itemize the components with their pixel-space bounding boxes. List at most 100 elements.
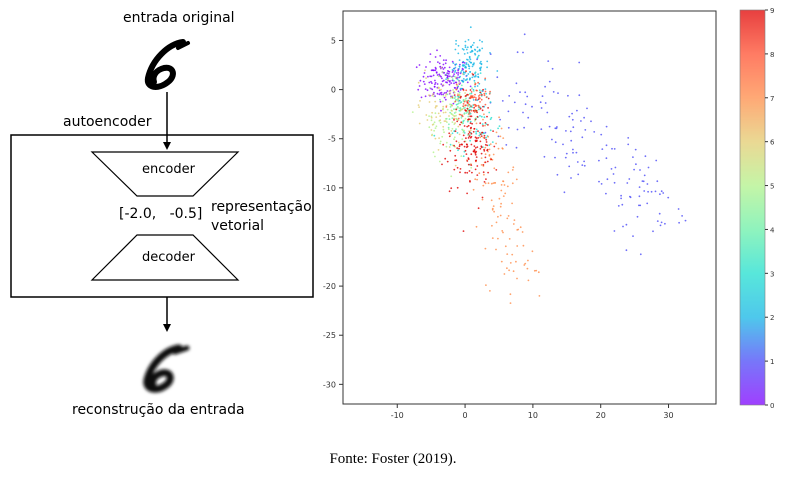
data-point (463, 140, 466, 143)
cluster-digit-1 (476, 33, 687, 256)
data-point (565, 130, 567, 132)
data-point (467, 113, 470, 116)
data-point (465, 95, 467, 97)
data-point (425, 114, 428, 116)
data-point (477, 54, 480, 57)
data-point (483, 173, 485, 176)
data-point (485, 123, 488, 125)
cluster-digit-6 (417, 66, 478, 167)
data-point (500, 184, 503, 186)
data-point (626, 182, 629, 184)
data-point (499, 214, 502, 217)
data-point (647, 190, 649, 193)
data-point (470, 46, 473, 49)
data-point (492, 182, 495, 185)
data-point (435, 125, 438, 128)
data-point (516, 51, 519, 54)
data-point (601, 148, 604, 151)
data-point (552, 91, 555, 93)
data-point (445, 59, 447, 62)
data-point (567, 94, 569, 97)
data-point (485, 138, 488, 141)
data-point (628, 178, 631, 180)
colorbar-tick-label: 8 (770, 51, 774, 59)
data-point (460, 121, 463, 124)
data-point (445, 78, 447, 80)
colorbar-tick-label: 4 (770, 226, 775, 234)
data-point (465, 112, 468, 114)
data-point (434, 83, 436, 86)
data-point (453, 138, 455, 141)
data-point (458, 94, 461, 97)
data-point (660, 221, 663, 224)
colorbar-tick-label: 1 (770, 358, 774, 366)
data-point (480, 115, 483, 118)
data-point (486, 160, 489, 163)
data-point (469, 96, 472, 99)
data-point (620, 194, 622, 197)
data-point (476, 165, 479, 167)
data-point (516, 128, 519, 131)
data-point (474, 105, 477, 108)
data-point (570, 139, 573, 142)
data-point (509, 302, 512, 304)
data-point (450, 113, 453, 115)
data-point (445, 141, 448, 144)
data-point (473, 103, 476, 106)
data-point (479, 140, 482, 143)
y-tick-label: -20 (323, 282, 336, 291)
data-point (483, 181, 486, 183)
data-point (583, 116, 585, 119)
data-point (481, 109, 484, 112)
data-point (420, 96, 423, 99)
data-point (466, 109, 469, 112)
data-point (493, 145, 496, 148)
data-point (577, 173, 580, 176)
data-point (443, 96, 446, 99)
data-point (681, 215, 683, 217)
data-point (460, 117, 463, 119)
data-point (502, 231, 504, 234)
data-point (459, 168, 462, 170)
data-point (473, 106, 475, 109)
data-point (434, 79, 436, 82)
data-point (459, 75, 461, 78)
data-point (474, 168, 477, 171)
data-point (498, 125, 501, 127)
data-point (463, 129, 465, 132)
input-digit-image (144, 39, 190, 90)
data-point (480, 60, 482, 63)
data-point (632, 156, 634, 159)
data-point (513, 219, 516, 222)
data-point (453, 119, 455, 121)
data-point (474, 53, 477, 56)
data-point (489, 143, 492, 146)
data-point (526, 267, 529, 270)
data-point (458, 147, 460, 150)
data-point (476, 111, 478, 114)
data-point (474, 118, 477, 121)
data-point (411, 111, 414, 113)
data-point (439, 121, 442, 124)
data-point (467, 104, 470, 107)
data-point (638, 204, 640, 207)
data-point (479, 122, 482, 125)
data-point (492, 130, 494, 133)
data-point (456, 147, 459, 150)
data-point (435, 72, 438, 74)
data-point (455, 128, 457, 131)
data-point (469, 26, 472, 29)
data-point (487, 171, 489, 174)
data-point (474, 83, 476, 86)
data-point (455, 117, 457, 120)
data-point (463, 145, 466, 148)
data-point (491, 207, 494, 210)
data-point (503, 273, 506, 275)
data-point (490, 182, 493, 185)
data-point (455, 98, 457, 101)
data-point (422, 80, 425, 83)
data-point (447, 78, 449, 81)
data-point (457, 74, 459, 76)
data-point (498, 197, 501, 200)
data-point (472, 150, 475, 153)
